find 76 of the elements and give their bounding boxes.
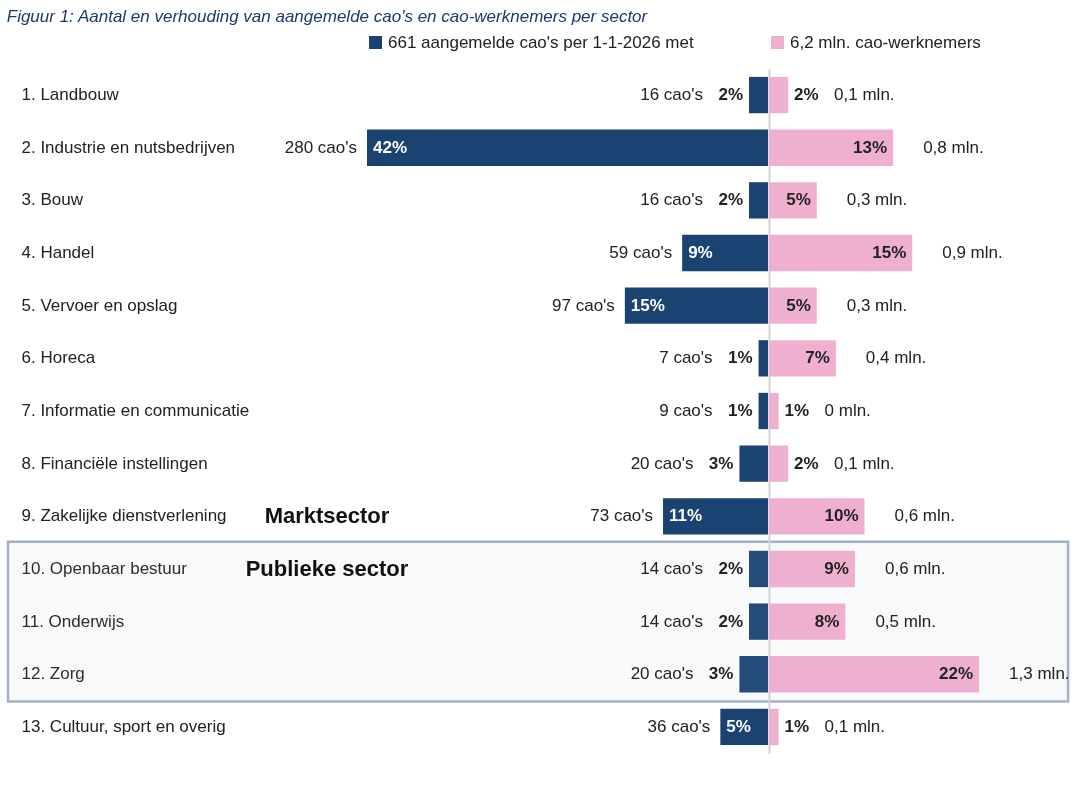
annotation: 59 cao's bbox=[609, 243, 673, 263]
annotation: 1,3 mln. bbox=[1009, 664, 1070, 684]
data-label: 13% bbox=[853, 137, 888, 157]
annotation: 14 cao's bbox=[640, 558, 703, 578]
data-label: 1% bbox=[727, 401, 753, 420]
data-label: 11% bbox=[669, 506, 703, 526]
y-tick-label: 11. Onderwijs bbox=[21, 611, 125, 631]
annotation: 0,1 mln. bbox=[834, 453, 895, 473]
annotation: 36 cao's bbox=[647, 716, 711, 736]
data-label: 9% bbox=[688, 243, 713, 263]
y-tick-label: 2. Industrie en nutsbedrijven bbox=[21, 137, 236, 157]
data-label: 1% bbox=[784, 401, 810, 420]
annotation: 280 cao's bbox=[284, 137, 357, 157]
chart-title: Figuur 1: Aantal en verhouding van aangemelde cao's en cao-werknemers per sector bbox=[6, 7, 649, 26]
y-tick-label: 13. Cultuur, sport en overig bbox=[21, 716, 226, 736]
y-tick-label: 3. Bouw bbox=[21, 190, 84, 210]
annotation: 7 cao's bbox=[659, 348, 713, 368]
annotation: 97 cao's bbox=[552, 295, 615, 315]
y-tick-label: 6. Horeca bbox=[21, 348, 96, 368]
annotation: 0,1 mln. bbox=[824, 716, 886, 736]
data-label: 5% bbox=[786, 295, 811, 315]
y-tick-label: 10. Openbaar bestuur bbox=[21, 558, 188, 578]
data-label: 15% bbox=[630, 295, 665, 315]
annotation: 0,4 mln. bbox=[865, 348, 927, 368]
annotation: 0,8 mln. bbox=[923, 137, 984, 157]
y-tick-label: 7. Informatie en communicatie bbox=[21, 401, 250, 420]
data-label: 10% bbox=[824, 506, 859, 526]
data-label: 15% bbox=[872, 243, 907, 263]
bar bbox=[749, 603, 769, 640]
annotation: 73 cao's bbox=[590, 506, 654, 526]
annotation: 0,3 mln. bbox=[846, 190, 908, 210]
y-tick-label: 4. Handel bbox=[21, 243, 95, 263]
bar bbox=[769, 129, 894, 166]
legend-label: 661 aangemelde cao's per 1-1-2026 met bbox=[388, 32, 694, 52]
data-label: 2% bbox=[794, 453, 819, 473]
data-label: 9% bbox=[824, 558, 849, 578]
annotation: 0,5 mln. bbox=[875, 611, 936, 631]
y-tick-label: 1. Landbouw bbox=[21, 85, 120, 105]
data-label: 2% bbox=[718, 85, 743, 105]
data-label: 5% bbox=[786, 190, 811, 210]
y-tick-label: 9. Zakelijke dienstverlening bbox=[21, 506, 227, 526]
annotation: 0,6 mln. bbox=[894, 506, 955, 526]
data-label: 42% bbox=[373, 137, 408, 157]
annotation: 20 cao's bbox=[630, 453, 694, 473]
y-tick-label: 8. Financiële instellingen bbox=[21, 453, 208, 473]
data-label: 8% bbox=[814, 611, 840, 631]
y-tick-label: 12. Zorg bbox=[21, 664, 85, 684]
data-label: 5% bbox=[726, 716, 751, 736]
bar bbox=[749, 550, 769, 588]
annotation: 0,9 mln. bbox=[942, 243, 1003, 263]
band-label: Publieke sector bbox=[245, 555, 409, 581]
data-label: 2% bbox=[718, 611, 743, 631]
annotation: 0,6 mln. bbox=[884, 558, 946, 578]
annotation: Marktsector bbox=[264, 503, 390, 529]
data-label: 22% bbox=[939, 664, 974, 684]
bar bbox=[769, 708, 779, 746]
data-label: 2% bbox=[794, 85, 819, 105]
annotation: 9 cao's bbox=[659, 401, 713, 420]
annotation: 16 cao's bbox=[640, 190, 703, 210]
data-label: 1% bbox=[784, 716, 810, 736]
bar bbox=[758, 340, 769, 377]
annotation: 0,3 mln. bbox=[846, 295, 908, 315]
y-tick-label: 5. Vervoer en opslag bbox=[21, 295, 178, 315]
annotation: 20 cao's bbox=[630, 664, 694, 684]
annotation: 16 cao's bbox=[640, 85, 703, 105]
data-label: 3% bbox=[708, 664, 734, 684]
data-label: 2% bbox=[718, 558, 743, 578]
data-label: 3% bbox=[708, 453, 734, 473]
data-label: 1% bbox=[727, 348, 753, 368]
data-label: 7% bbox=[805, 348, 830, 368]
legend-label: 6,2 mln. cao-werknemers bbox=[790, 32, 981, 52]
annotation: 0,1 mln. bbox=[834, 85, 895, 105]
bar bbox=[739, 656, 769, 693]
annotation: 14 cao's bbox=[640, 611, 703, 631]
annotation: 0 mln. bbox=[824, 401, 871, 420]
data-label: 2% bbox=[718, 190, 743, 210]
